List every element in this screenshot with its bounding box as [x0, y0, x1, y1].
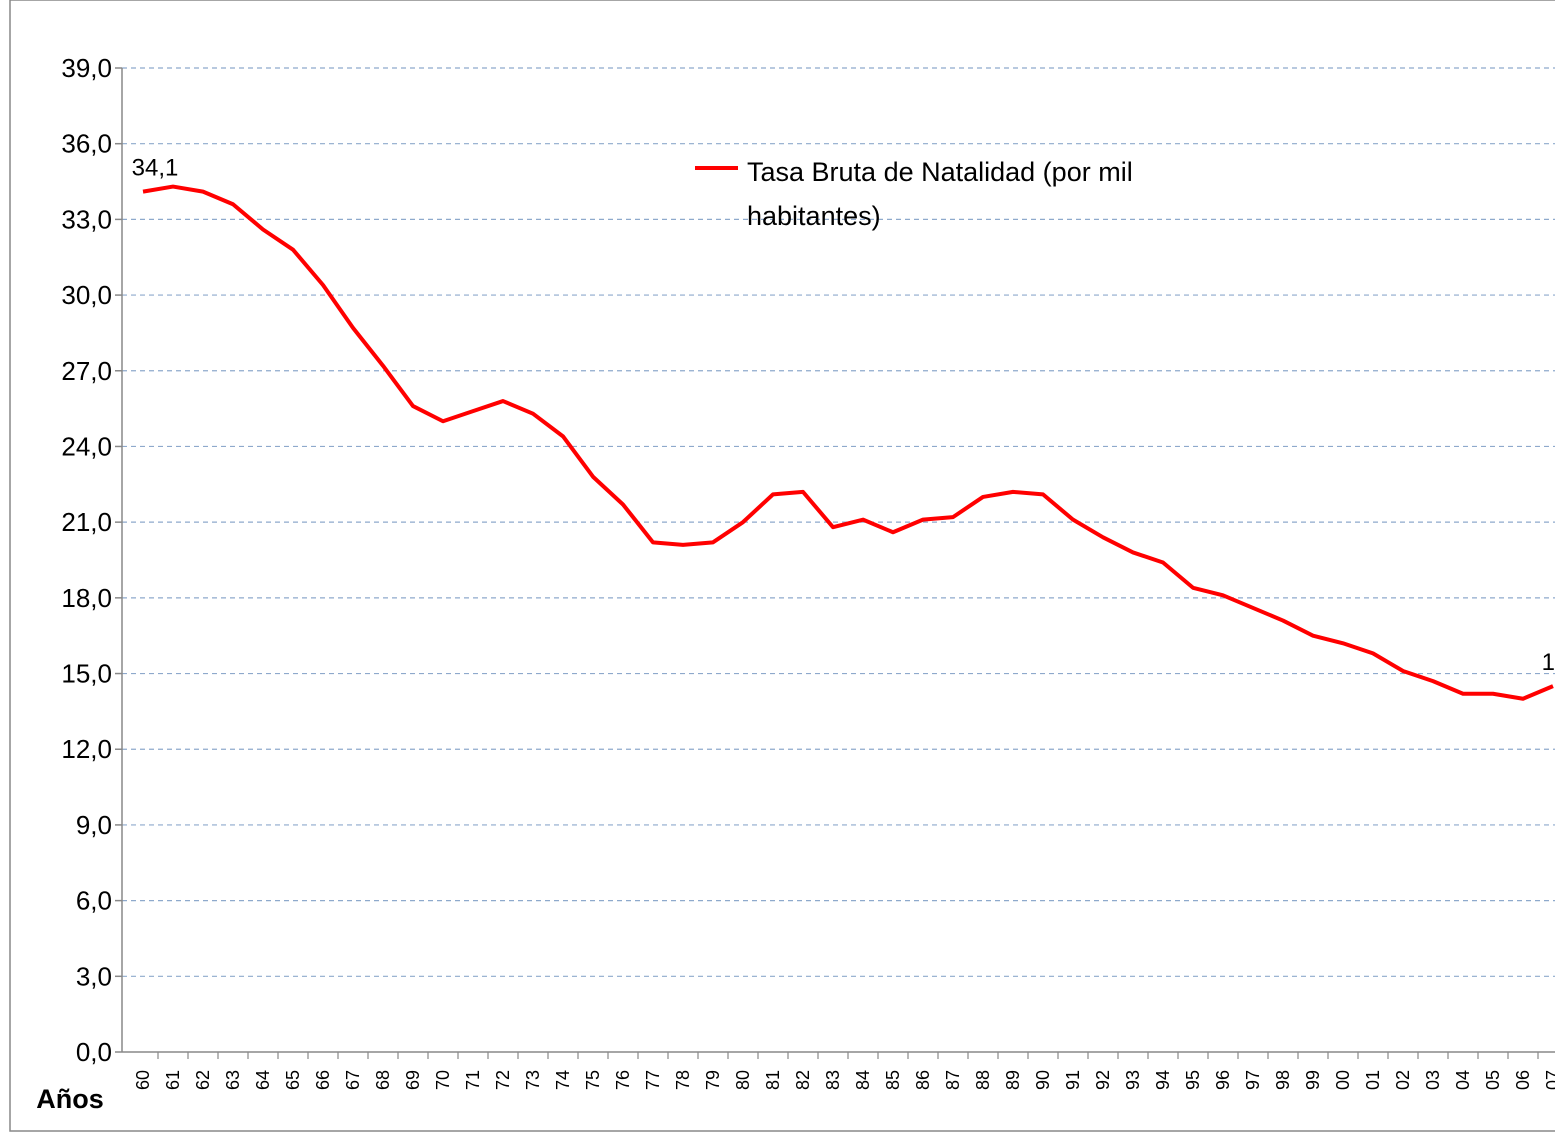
x-tick-label: 97 [1243, 1070, 1263, 1090]
y-tick-label: 24,0 [61, 431, 112, 461]
x-tick-label: 73 [523, 1070, 543, 1090]
y-tick-label: 9,0 [76, 810, 112, 840]
y-tick-label: 36,0 [61, 129, 112, 159]
x-axis-label: Años [36, 1084, 104, 1114]
legend-label: Tasa Bruta de Natalidad (por mil habitan… [747, 157, 1133, 231]
x-tick-label: 74 [553, 1070, 573, 1090]
x-tick-label: 80 [733, 1070, 753, 1090]
y-tick-label: 33,0 [61, 204, 112, 234]
x-tick-label: 68 [373, 1070, 393, 1090]
y-tick-label: 3,0 [76, 961, 112, 991]
x-tick-label: 91 [1063, 1070, 1083, 1090]
x-tick-label: 00 [1333, 1070, 1353, 1090]
x-tick-label: 78 [673, 1070, 693, 1090]
x-tick-label: 01 [1363, 1070, 1383, 1090]
x-tick-label: 66 [313, 1070, 333, 1090]
y-tick-label: 39,0 [61, 53, 112, 83]
x-tick-label: 95 [1183, 1070, 1203, 1090]
x-tick-label: 60 [133, 1070, 153, 1090]
data-label: 14,5 [1542, 649, 1555, 676]
x-tick-label: 62 [193, 1070, 213, 1090]
x-tick-label: 04 [1453, 1070, 1473, 1090]
x-tick-label: 61 [163, 1070, 183, 1090]
x-tick-label: 06 [1513, 1070, 1533, 1090]
chart-frame [9, 0, 1555, 1132]
x-tick-label: 65 [283, 1070, 303, 1090]
x-tick-label: 75 [583, 1070, 603, 1090]
y-tick-label: 18,0 [61, 583, 112, 613]
x-tick-label: 96 [1213, 1070, 1233, 1090]
y-tick-label: 6,0 [76, 886, 112, 916]
x-tick-label: 98 [1273, 1070, 1293, 1090]
x-tick-label: 69 [403, 1070, 423, 1090]
x-tick-label: 03 [1423, 1070, 1443, 1090]
x-tick-label: 99 [1303, 1070, 1323, 1090]
x-tick-label: 72 [493, 1070, 513, 1090]
x-tick-label: 86 [913, 1070, 933, 1090]
data-label: 34,1 [132, 155, 179, 182]
data-line [142, 184, 1554, 701]
x-tick-label: 71 [463, 1070, 483, 1090]
x-tick-label: 81 [763, 1070, 783, 1090]
y-tick-label: 0,0 [76, 1037, 112, 1067]
x-tick-label: 94 [1153, 1070, 1173, 1090]
x-tick-label: 87 [943, 1070, 963, 1090]
x-tick-label: 89 [1003, 1070, 1023, 1090]
y-tick-label: 27,0 [61, 356, 112, 386]
x-tick-label: 02 [1393, 1070, 1413, 1090]
y-tick-label: 30,0 [61, 280, 112, 310]
x-tick-label: 92 [1093, 1070, 1113, 1090]
x-tick-label: 64 [253, 1070, 273, 1090]
y-tick-label: 15,0 [61, 659, 112, 689]
x-tick-label: 93 [1123, 1070, 1143, 1090]
x-tick-label: 90 [1033, 1070, 1053, 1090]
y-tick-label: 21,0 [61, 507, 112, 537]
x-tick-label: 79 [703, 1070, 723, 1090]
x-tick-label: 70 [433, 1070, 453, 1090]
x-tick-label: 05 [1483, 1070, 1503, 1090]
x-tick-label: 67 [343, 1070, 363, 1090]
y-tick-label: 12,0 [61, 734, 112, 764]
x-tick-label: 63 [223, 1070, 243, 1090]
x-tick-label: 77 [643, 1070, 663, 1090]
x-tick-label: 84 [853, 1070, 873, 1090]
x-tick-label: 83 [823, 1070, 843, 1090]
x-tick-label: 85 [883, 1070, 903, 1090]
x-tick-label: 88 [973, 1070, 993, 1090]
x-tick-label: 07 [1543, 1070, 1555, 1090]
x-tick-label: 82 [793, 1070, 813, 1090]
x-tick-label: 76 [613, 1070, 633, 1090]
